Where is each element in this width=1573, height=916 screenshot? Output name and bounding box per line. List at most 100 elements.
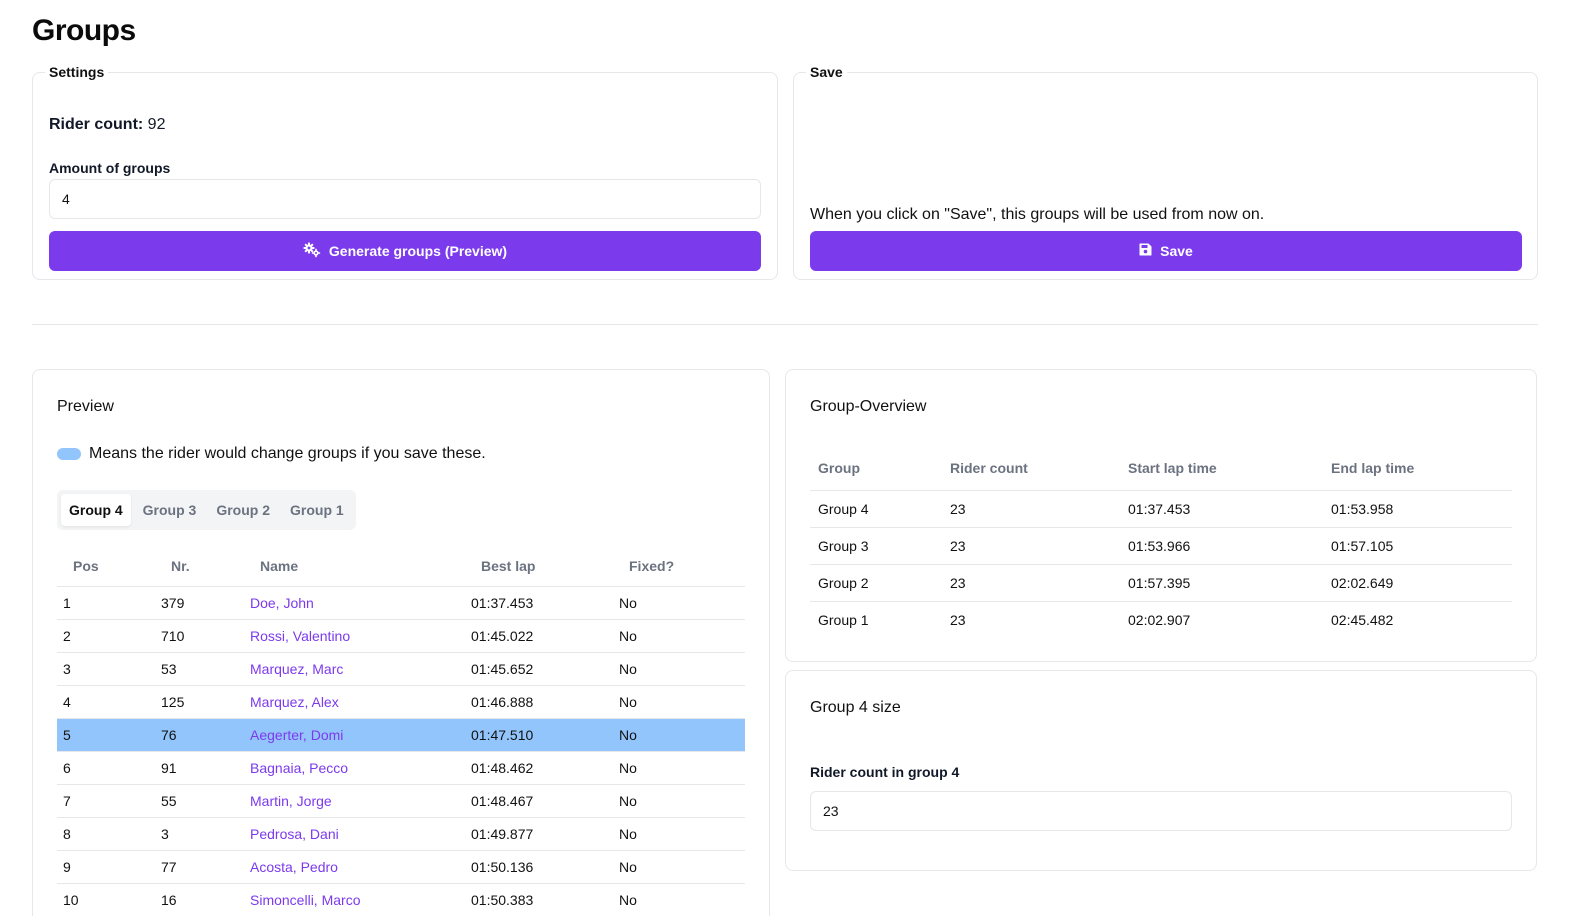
row-best-lap: 01:45.652 [465, 652, 613, 686]
row-nr: 16 [155, 883, 244, 916]
row-nr: 91 [155, 751, 244, 785]
row-rider-count: 23 [950, 611, 966, 628]
row-fixed: No [613, 619, 745, 653]
group-size-input[interactable] [810, 791, 1512, 831]
row-fixed: No [613, 586, 745, 620]
row-group: Group 1 [818, 611, 869, 628]
overview-table-body: Group 4 23 01:37.453 01:53.958 Group 3 23 01:5… [810, 490, 1512, 638]
row-pos: 2 [57, 619, 155, 653]
row-group: Group 4 [810, 490, 942, 528]
row-nr: 55 [155, 784, 244, 818]
table-row: Group 2 23 01:57.395 02:02.649 [810, 564, 1512, 602]
row-rider-count: 23 [942, 490, 1120, 528]
row-best-lap: 01:48.467 [465, 784, 613, 818]
row-fixed: No [613, 718, 745, 752]
row-pos: 7 [57, 784, 155, 818]
table-row: 6 91 Bagnaia, Pecco 01:48.462 No [57, 751, 745, 785]
row-fixed: No [613, 652, 745, 686]
table-row: 5 76 Aegerter, Domi 01:47.510 No [57, 718, 745, 752]
group-overview-title: Group-Overview [810, 398, 927, 415]
save-label: Save [1160, 243, 1193, 259]
row-nr: 379 [155, 586, 244, 620]
col-nr: Nr. [155, 546, 244, 587]
row-best-lap: 01:50.136 [465, 850, 613, 884]
row-fixed: No [613, 883, 745, 916]
row-rider-count: 23 [942, 527, 1120, 565]
rider-name-link[interactable]: Pedrosa, Dani [244, 817, 465, 851]
rider-count: Rider count: 92 [49, 116, 165, 134]
row-nr: 53 [155, 652, 244, 686]
row-pos: 9 [57, 850, 155, 884]
settings-legend: Settings [49, 64, 105, 80]
row-best-lap: 01:45.022 [465, 619, 613, 653]
row-pos: 10 [57, 883, 155, 916]
floppy-disk-icon [1139, 243, 1152, 259]
row-fixed: No [613, 850, 745, 884]
row-pos: 5 [57, 718, 155, 752]
group-size-label: Rider count in group 4 [810, 764, 960, 780]
row-start-lap-time: 01:57.395 [1120, 564, 1323, 602]
table-row: 3 53 Marquez, Marc 01:45.652 No [57, 652, 745, 686]
row-nr: 76 [155, 718, 244, 752]
row-end-lap-time: 02:02.649 [1323, 564, 1512, 602]
preview-header-row: Pos Nr. Name Best lap Fixed? [57, 546, 745, 587]
amount-of-groups-input[interactable] [49, 179, 761, 219]
col-pos: Pos [57, 546, 155, 587]
gears-icon [303, 242, 321, 261]
overview-header-row: Group Rider count Start lap time End lap… [810, 446, 1512, 491]
row-fixed: No [613, 817, 745, 851]
rider-name-link[interactable]: Doe, John [244, 586, 465, 620]
row-end-lap-time: 01:57.105 [1323, 527, 1512, 565]
rider-name-link[interactable]: Marquez, Marc [244, 652, 465, 686]
rider-name-link[interactable]: Acosta, Pedro [244, 850, 465, 884]
preview-table-body: 1 379 Doe, John 01:37.453 No 2 710 Rossi, Valen… [57, 586, 745, 916]
changed-rider-legend: Means the rider would change groups if y… [89, 445, 486, 462]
col-best-lap: Best lap [465, 546, 613, 587]
table-row: Group 4 23 01:37.453 01:53.958 [810, 490, 1512, 528]
settings-panel: Settings Rider count: 92 Amount of group… [32, 64, 778, 280]
row-fixed: No [613, 685, 745, 719]
rider-name-link[interactable]: Marquez, Alex [244, 685, 465, 719]
tab-group-3[interactable]: Group 3 [142, 502, 197, 518]
rider-name-link[interactable]: Bagnaia, Pecco [244, 751, 465, 785]
row-best-lap: 01:47.510 [465, 718, 613, 752]
save-legend: Save [810, 64, 843, 80]
table-row: 9 77 Acosta, Pedro 01:50.136 No [57, 850, 745, 884]
row-pos: 3 [57, 652, 155, 686]
row-rider-count: 23 [942, 564, 1120, 602]
group-overview-card: Group-Overview Group Rider count Start l… [785, 369, 1537, 662]
rider-name-link[interactable]: Aegerter, Domi [244, 718, 465, 752]
tab-group-2[interactable]: Group 2 [216, 502, 271, 518]
rider-name-link[interactable]: Simoncelli, Marco [244, 883, 465, 916]
row-group: Group 2 [810, 564, 942, 602]
row-nr: 125 [155, 685, 244, 719]
rider-name-link[interactable]: Martin, Jorge [244, 784, 465, 818]
section-divider [32, 324, 1538, 325]
row-start-lap-time: 02:02.907 [1128, 611, 1191, 628]
row-pos: 1 [57, 586, 155, 620]
tab-group-4[interactable]: Group 4 [61, 494, 131, 526]
tab-group-1[interactable]: Group 1 [290, 502, 344, 518]
preview-card: Preview Means the rider would change gro… [32, 369, 770, 916]
col-fixed: Fixed? [613, 546, 745, 587]
row-best-lap: 01:50.383 [465, 883, 613, 916]
row-end-lap-time: 01:53.958 [1323, 490, 1512, 528]
col-rider-count: Rider count [942, 446, 1120, 491]
table-row: Group 1 23 02:02.907 02:45.482 [810, 601, 1512, 638]
preview-table: Pos Nr. Name Best lap Fixed? 1 379 Doe, Jo… [57, 546, 745, 916]
rider-name-link[interactable]: Rossi, Valentino [244, 619, 465, 653]
row-pos: 4 [57, 685, 155, 719]
row-nr: 710 [155, 619, 244, 653]
row-best-lap: 01:46.888 [465, 685, 613, 719]
page-title: Groups [32, 14, 136, 47]
group-size-title: Group 4 size [810, 699, 901, 716]
row-start-lap-time: 01:53.966 [1120, 527, 1323, 565]
group-tabs: Group 4 Group 3 Group 2 Group 1 [57, 490, 356, 530]
row-fixed: No [613, 784, 745, 818]
save-button[interactable]: Save [810, 231, 1522, 271]
generate-groups-button[interactable]: Generate groups (Preview) [49, 231, 761, 271]
generate-groups-label: Generate groups (Preview) [328, 243, 508, 259]
table-row: 1 379 Doe, John 01:37.453 No [57, 586, 745, 620]
col-name: Name [244, 546, 465, 587]
col-start-lap-time: Start lap time [1120, 446, 1323, 491]
